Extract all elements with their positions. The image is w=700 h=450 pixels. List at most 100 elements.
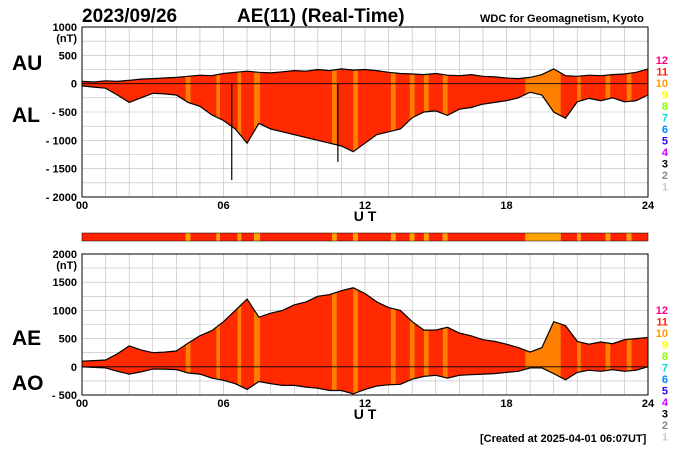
aual-y-unit: (nT) xyxy=(56,33,77,45)
band-frame xyxy=(81,232,649,242)
au-al-panel: 1000 500 0 - 500 - 1000 - 1500 - 2000 (nT) 00 06 1… xyxy=(46,22,655,224)
band-segment xyxy=(447,233,526,241)
band-segment xyxy=(237,233,242,241)
series-line-au xyxy=(81,68,649,83)
aual-light-strip xyxy=(254,68,261,152)
legend-number: 1 xyxy=(662,182,668,194)
aual-light-strip xyxy=(442,68,448,152)
aual-y-tick-label: - 1000 xyxy=(46,135,77,147)
legend-number: 1 xyxy=(662,432,668,444)
aual-light-strip xyxy=(409,68,415,152)
legend-number: 4 xyxy=(662,147,669,159)
band-segment xyxy=(336,233,354,241)
aeao-light-strip xyxy=(353,287,358,394)
band-segment xyxy=(423,233,429,241)
legend-number: 10 xyxy=(656,328,668,340)
legend-number: 2 xyxy=(662,420,668,432)
aeao-light-strip xyxy=(626,287,632,394)
aual-light-strip xyxy=(331,68,337,152)
chart-date: 2023/09/26 xyxy=(82,6,177,27)
aual-x-tick-label: 12 xyxy=(359,200,371,212)
band-segment xyxy=(260,233,332,241)
aual-x-tick-label: 00 xyxy=(76,200,88,212)
aual-light-strip xyxy=(423,68,429,152)
aual-frame xyxy=(81,26,649,198)
band-segment xyxy=(428,233,443,241)
aeao-light-strip xyxy=(423,287,429,394)
legend-number: 11 xyxy=(656,67,668,79)
panel2-lower-label: AO xyxy=(12,372,44,395)
band-segment xyxy=(216,233,220,241)
band-segment xyxy=(409,233,415,241)
aeao-light-strip xyxy=(331,287,337,394)
aeao-light-strip xyxy=(237,287,242,394)
aual-x-tick-label: 18 xyxy=(500,200,512,212)
aual-x-tick-label: 24 xyxy=(642,200,655,212)
aeao-x-tick-label: 24 xyxy=(642,398,655,410)
legend-number: 2 xyxy=(662,170,668,182)
series-line-al xyxy=(81,85,649,153)
band-segment xyxy=(241,233,255,241)
aual-y-tick-label: - 1500 xyxy=(46,164,77,176)
aeao-frame xyxy=(81,253,649,396)
aeao-y-tick-label: 2000 xyxy=(53,249,77,261)
aual-y-tick-label: - 2000 xyxy=(46,192,77,204)
aeao-light-strip xyxy=(216,287,220,394)
aeao-y-tick-label: - 500 xyxy=(52,390,77,402)
band-segment xyxy=(626,233,632,241)
created-footer: [Created at 2025-04-01 06:07UT] xyxy=(480,433,647,445)
aual-light-strip xyxy=(390,68,396,152)
aeao-light-strip xyxy=(409,287,415,394)
chart-source: WDC for Geomagnetism, Kyoto xyxy=(480,13,644,25)
aual-light-strip xyxy=(237,68,242,152)
aual-y-tick-label: 1000 xyxy=(53,22,77,34)
band-segment xyxy=(414,233,424,241)
chart-title: AE(11) (Real-Time) xyxy=(237,6,405,27)
band-segment xyxy=(605,233,611,241)
aual-x-tick-label: 06 xyxy=(217,200,229,212)
legend-number: 9 xyxy=(662,90,668,102)
band-segment xyxy=(357,233,391,241)
legend-number: 3 xyxy=(662,159,668,171)
aeao-light-strip xyxy=(254,287,261,394)
aeao-y-tick-label: 500 xyxy=(59,334,77,346)
aeao-x-tick-label: 06 xyxy=(217,398,229,410)
legend-number: 7 xyxy=(662,363,668,375)
aeao-light-strip xyxy=(390,287,396,394)
legend-number: 8 xyxy=(662,351,668,363)
legend-number: 12 xyxy=(656,305,668,317)
panel2-upper-label: AE xyxy=(12,327,41,350)
legend-number: 4 xyxy=(662,397,669,409)
band-segment xyxy=(580,233,606,241)
series-line-ae xyxy=(81,287,649,362)
legend-number: 5 xyxy=(662,386,668,398)
band-segment xyxy=(610,233,627,241)
legend-number: 9 xyxy=(662,340,668,352)
aeao-x-tick-label: 18 xyxy=(500,398,512,410)
legend-number: 8 xyxy=(662,101,668,113)
aual-y-tick-label: 500 xyxy=(59,50,77,62)
band-segment xyxy=(254,233,261,241)
legend-number: 12 xyxy=(656,55,668,67)
aeao-y-tick-label: 0 xyxy=(71,362,77,374)
aeao-light-strip xyxy=(442,287,448,394)
ae-ao-panel: 2000 1500 1000 500 0 - 500 (nT) 00 06 12 18 24 U T xyxy=(52,249,655,422)
band-segment xyxy=(442,233,448,241)
band-segment xyxy=(560,233,578,241)
aual-light-strip xyxy=(216,68,220,152)
aeao-x-tick-label: 12 xyxy=(359,398,371,410)
band-segment xyxy=(190,233,217,241)
aeao-y-unit: (nT) xyxy=(56,260,77,272)
legend-number: 3 xyxy=(662,409,668,421)
aeao-y-tick-label: 1000 xyxy=(53,305,77,317)
band-segment xyxy=(219,233,238,241)
aual-y-tick-label: - 500 xyxy=(52,107,77,119)
aeao-x-label: U T xyxy=(354,406,377,422)
band-segment xyxy=(525,233,561,241)
legend-number: 11 xyxy=(656,317,668,329)
aual-x-label: U T xyxy=(354,208,377,224)
aeao-x-tick-label: 00 xyxy=(76,398,88,410)
